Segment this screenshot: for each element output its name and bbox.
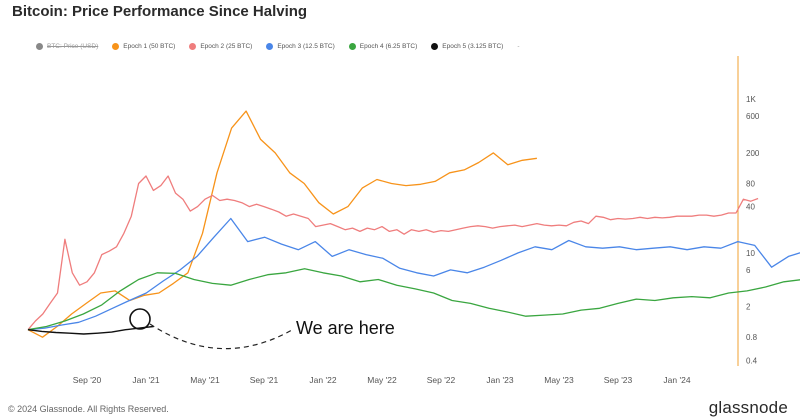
x-tick-label: Sep '21 <box>250 375 279 385</box>
x-tick-label: Jan '24 <box>663 375 690 385</box>
legend-label: Epoch 4 (6.25 BTC) <box>359 43 418 50</box>
series-line-epoch-4 <box>27 268 800 331</box>
y-tick-label: 1K <box>746 95 756 104</box>
y-tick-label: 80 <box>746 179 755 188</box>
copyright-text: © 2024 Glassnode. All Rights Reserved. <box>8 404 169 414</box>
x-tick-label: May '23 <box>544 375 574 385</box>
x-tick-label: May '22 <box>367 375 397 385</box>
chart-title: Bitcoin: Price Performance Since Halving <box>12 3 308 20</box>
legend-item[interactable]: Epoch 5 (3.125 BTC) <box>431 43 503 50</box>
x-tick-label: Jan '21 <box>132 375 159 385</box>
legend-item[interactable]: BTC: Price (USD) <box>36 43 98 50</box>
legend: BTC: Price (USD) Epoch 1 (50 BTC) Epoch 2 … <box>36 43 519 50</box>
series-line-epoch-2 <box>27 175 759 331</box>
y-tick-label: 2 <box>746 303 751 312</box>
legend-label: Epoch 1 (50 BTC) <box>123 43 176 50</box>
here-marker-circle <box>129 308 151 330</box>
legend-dot-icon <box>431 43 439 50</box>
series-line-epoch-1 <box>27 110 537 338</box>
legend-label: Epoch 2 (25 BTC) <box>200 43 253 50</box>
legend-item[interactable]: Epoch 1 (50 BTC) <box>112 43 175 50</box>
y-tick-label: 200 <box>746 149 760 158</box>
legend-dot-icon <box>112 43 120 50</box>
legend-dot-icon <box>266 43 274 50</box>
x-tick-label: Sep '22 <box>427 375 456 385</box>
y-tick-label: 0.8 <box>746 333 758 342</box>
legend-item[interactable]: Epoch 4 (6.25 BTC) <box>348 43 418 50</box>
legend-dot-icon <box>36 43 43 50</box>
y-tick-label: 0.4 <box>746 356 758 365</box>
y-tick-label: 600 <box>746 112 760 121</box>
brand-logo: glassnode <box>708 398 788 417</box>
y-tick-label: 40 <box>746 203 755 212</box>
legend-item[interactable]: Epoch 2 (25 BTC) <box>189 43 252 50</box>
x-tick-label: Jan '22 <box>309 375 336 385</box>
series-line-epoch-5 <box>27 325 154 335</box>
legend-item[interactable]: Epoch 3 (12.5 BTC) <box>266 43 335 50</box>
legend-label: Epoch 3 (12.5 BTC) <box>277 43 335 50</box>
legend-label: Epoch 5 (3.125 BTC) <box>442 43 504 50</box>
y-tick-label: 6 <box>746 266 751 275</box>
legend-label: BTC: Price (USD) <box>47 43 99 50</box>
legend-dot-icon <box>189 43 197 50</box>
y-tick-label: 10 <box>746 249 755 258</box>
x-tick-label: Jan '23 <box>486 375 513 385</box>
annotation-dashed-arc <box>149 323 293 350</box>
legend-dot-icon <box>348 43 356 50</box>
annotation-text: We are here <box>296 318 395 338</box>
x-tick-label: Sep '20 <box>73 375 102 385</box>
x-tick-label: Sep '23 <box>604 375 633 385</box>
x-tick-label: May '21 <box>190 375 220 385</box>
series-line-epoch-3 <box>27 217 800 331</box>
legend-trailing: - <box>517 43 520 50</box>
